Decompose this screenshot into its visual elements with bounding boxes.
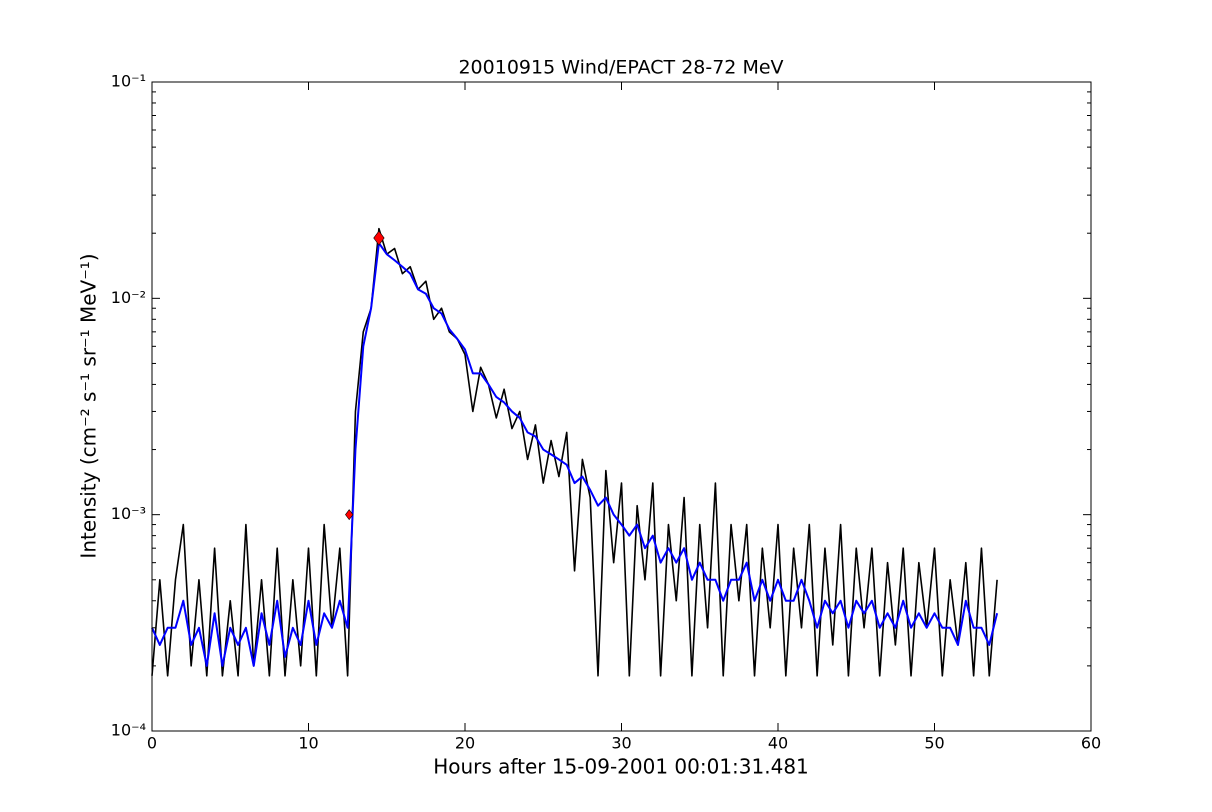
data-line xyxy=(151,227,998,677)
x-tick-label: 30 xyxy=(611,734,631,753)
x-tick-label: 10 xyxy=(298,734,318,753)
x-tick-label: 20 xyxy=(455,734,475,753)
x-tick-label: 60 xyxy=(1081,734,1101,753)
x-tick-label: 50 xyxy=(924,734,944,753)
y-tick-label: 10⁻² xyxy=(111,288,146,307)
data-line xyxy=(151,242,999,667)
x-axis-label: Hours after 15-09-2001 00:01:31.481 xyxy=(433,755,809,779)
y-tick-label: 10⁻⁴ xyxy=(111,721,146,740)
y-axis-label: Intensity (cm⁻² s⁻¹ sr⁻¹ MeV⁻¹) xyxy=(77,253,101,558)
marker xyxy=(345,509,354,521)
x-tick-label: 40 xyxy=(768,734,788,753)
marker xyxy=(373,230,385,246)
chart-title: 20010915 Wind/EPACT 28-72 MeV xyxy=(458,57,783,79)
y-tick-label: 10⁻¹ xyxy=(111,72,146,91)
y-tick-label: 10⁻³ xyxy=(111,504,146,523)
x-tick-label: 0 xyxy=(147,734,157,753)
